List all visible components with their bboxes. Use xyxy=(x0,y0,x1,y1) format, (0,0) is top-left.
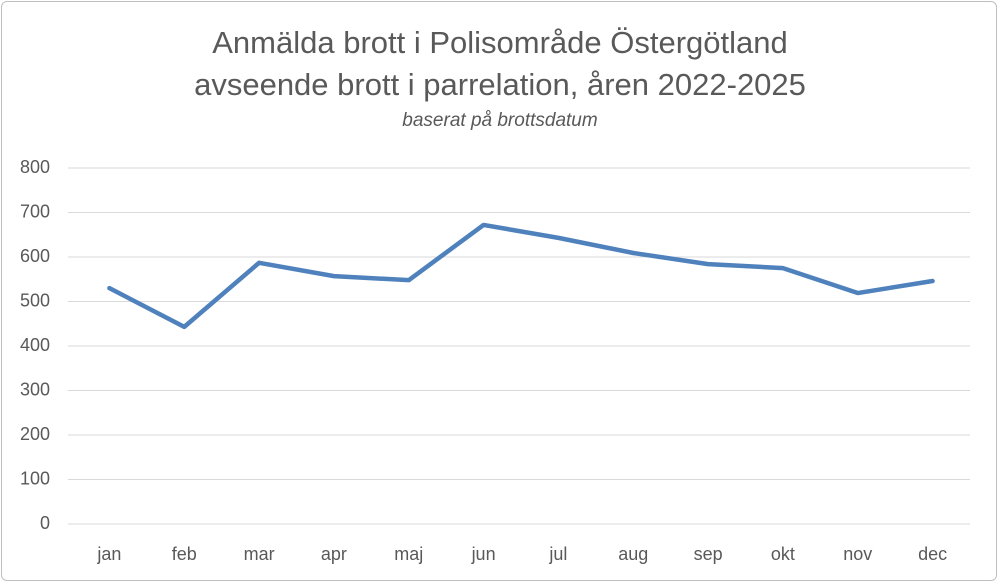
y-tick-label: 800 xyxy=(20,157,50,177)
y-tick-label: 400 xyxy=(20,335,50,355)
chart-title: Anmälda brott i Polisområde Östergötland… xyxy=(194,25,806,102)
x-tick-label: aug xyxy=(618,544,648,564)
y-tick-label: 500 xyxy=(20,290,50,310)
x-tick-label: jul xyxy=(548,544,567,564)
x-tick-label: mar xyxy=(244,544,275,564)
x-tick-label: okt xyxy=(771,544,795,564)
y-tick-label: 300 xyxy=(20,379,50,399)
x-tick-label: apr xyxy=(321,544,347,564)
x-tick-label: jun xyxy=(471,544,496,564)
y-tick-label: 200 xyxy=(20,424,50,444)
x-tick-label: feb xyxy=(172,544,197,564)
y-tick-label: 100 xyxy=(20,468,50,488)
x-tick-label: maj xyxy=(394,544,423,564)
y-tick-label: 700 xyxy=(20,201,50,221)
y-tick-label: 0 xyxy=(40,513,50,533)
x-tick-label: jan xyxy=(96,544,121,564)
x-tick-label: sep xyxy=(694,544,723,564)
x-tick-label: dec xyxy=(918,544,947,564)
x-tick-label: nov xyxy=(843,544,872,564)
data-line xyxy=(107,222,935,330)
chart-subtitle: baserat på brottsdatum xyxy=(402,110,598,131)
y-tick-label: 600 xyxy=(20,246,50,266)
